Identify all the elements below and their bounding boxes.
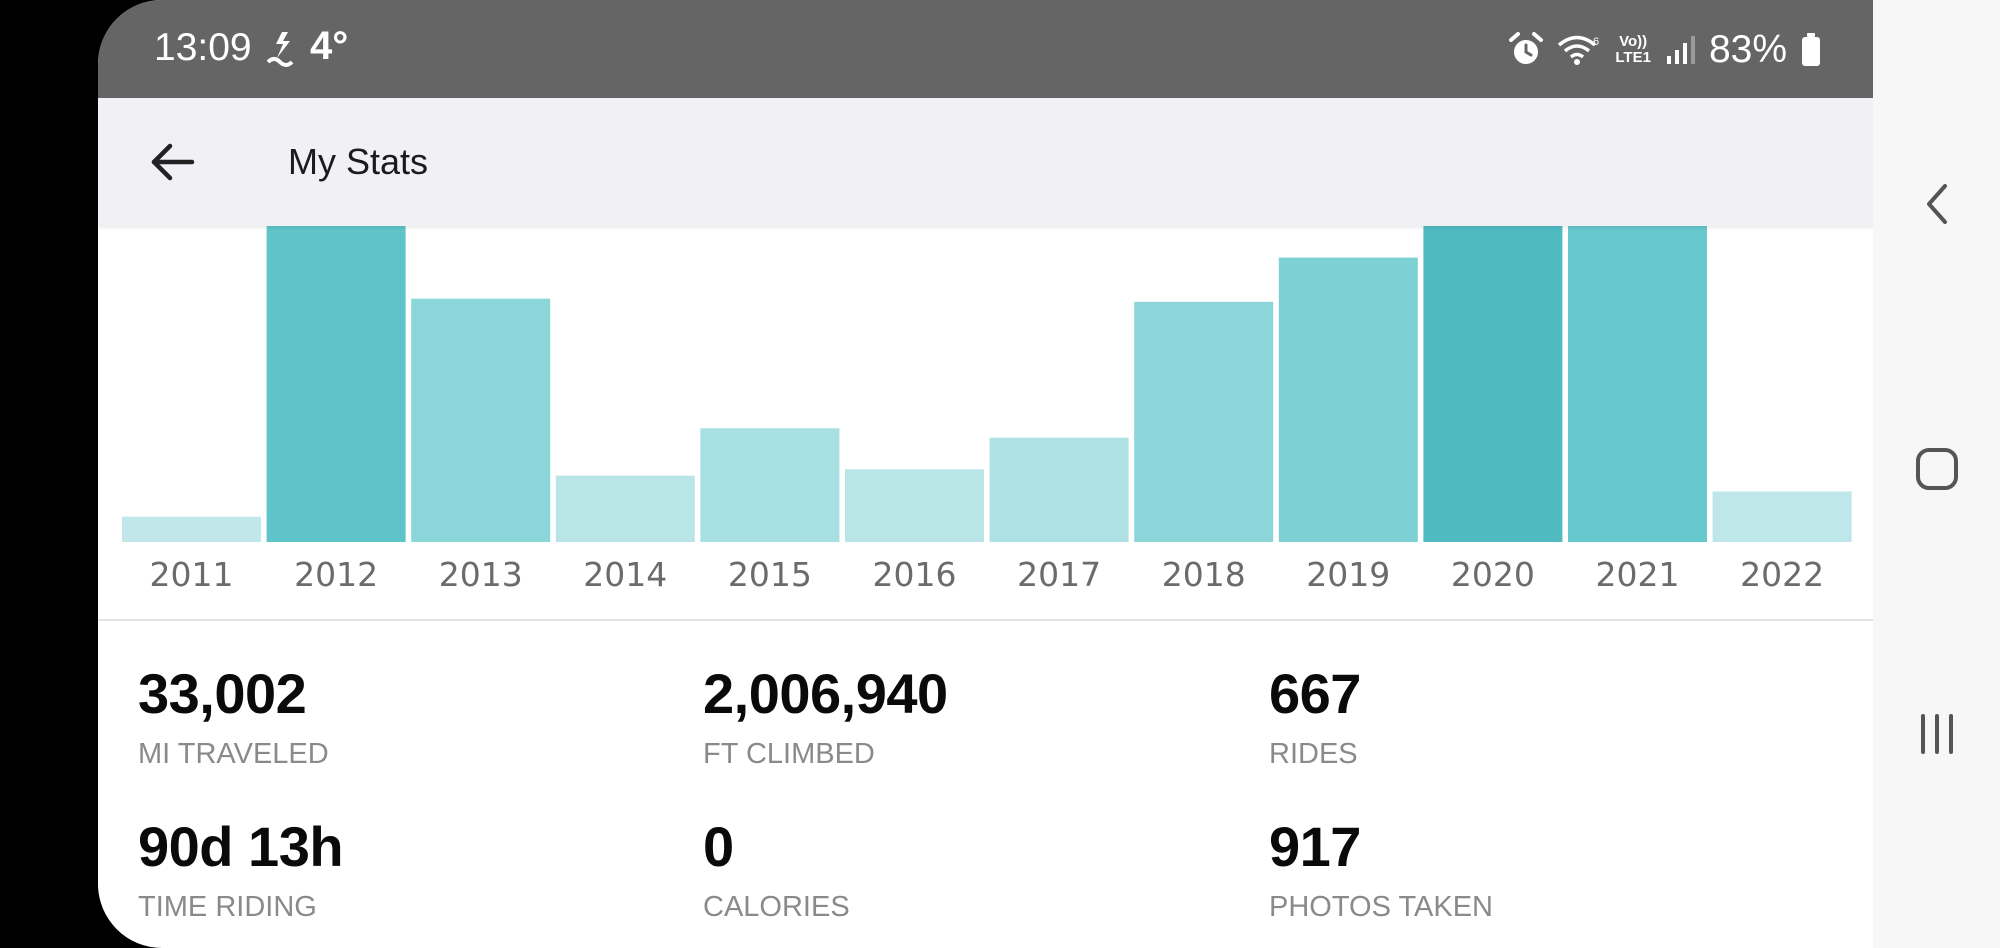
divider — [98, 619, 1873, 621]
status-temperature: 4° — [310, 24, 349, 68]
status-icons: 6 Vo)) LTE1 83% — [1509, 24, 1821, 76]
stat-photos-taken: 917 PHOTOS TAKEN — [1269, 815, 1493, 924]
x-tick-label: 2018 — [1162, 555, 1246, 594]
x-tick-label: 2017 — [1017, 555, 1101, 594]
arrow-left-icon — [151, 143, 195, 181]
back-button[interactable] — [142, 132, 202, 192]
home-square-icon — [1916, 448, 1958, 490]
stat-mi-traveled: 33,002 MI TRAVELED — [138, 662, 329, 771]
x-tick-label: 2012 — [294, 555, 378, 594]
bar-2022[interactable] — [1712, 491, 1852, 542]
app-screen: 13:09 4° 6 Vo)) LTE1 — [98, 0, 1873, 948]
x-tick-label: 2022 — [1740, 555, 1824, 594]
x-tick-label: 2015 — [728, 555, 812, 594]
stat-value: 33,002 — [138, 662, 307, 725]
bar-2014[interactable] — [555, 475, 695, 542]
volte-line-1: Vo)) — [1619, 33, 1648, 50]
volte-icon: Vo)) LTE1 — [1615, 34, 1651, 66]
bar-2021[interactable] — [1568, 226, 1707, 542]
x-tick-label: 2011 — [150, 555, 234, 594]
bar-2020[interactable] — [1423, 226, 1563, 542]
stat-value: 2,006,940 — [703, 662, 948, 725]
stat-value: 0 — [703, 815, 734, 878]
x-tick-label: 2021 — [1596, 555, 1680, 594]
chevron-left-icon — [1927, 184, 1947, 224]
status-time: 13:09 — [154, 26, 252, 69]
svg-text:6: 6 — [1593, 36, 1599, 48]
bar-2018[interactable] — [1134, 301, 1274, 542]
wifi-icon: 6 — [1558, 35, 1600, 65]
volte-line-2: LTE1 — [1615, 49, 1651, 66]
stat-value: 917 — [1269, 815, 1361, 878]
x-tick-label: 2019 — [1306, 555, 1390, 594]
stat-label: TIME RIDING — [138, 891, 317, 923]
battery-icon — [1802, 33, 1820, 66]
battery-percent: 83% — [1708, 28, 1787, 71]
app-bar: My Stats — [98, 98, 1873, 226]
x-tick-label: 2020 — [1451, 555, 1535, 594]
nav-home-button[interactable] — [1899, 431, 1975, 507]
bar-2013[interactable] — [411, 298, 551, 542]
x-tick-label: 2014 — [583, 555, 667, 594]
stat-value: 667 — [1269, 662, 1361, 725]
stat-label: RIDES — [1269, 738, 1358, 770]
yearly-bar-chart: 2011 2012 2013 2014 2015 2016 2017 2018 2019 2020… — [98, 226, 1873, 620]
stat-rides: 667 RIDES — [1269, 662, 1361, 771]
bar-2012[interactable] — [266, 226, 406, 542]
system-nav-bar — [1873, 0, 2000, 948]
stat-calories: 0 CALORIES — [703, 815, 850, 924]
recents-icon — [1921, 714, 1953, 754]
bar-2017[interactable] — [989, 437, 1129, 542]
stat-label: CALORIES — [703, 891, 850, 923]
status-bar: 13:09 4° 6 Vo)) LTE1 — [98, 0, 1873, 98]
weather-icon — [266, 32, 294, 67]
stat-time-riding: 90d 13h TIME RIDING — [138, 815, 344, 924]
signal-icon — [1666, 36, 1695, 64]
chart-svg: 2011 2012 2013 2014 2015 2016 2017 2018 2019 2020… — [122, 226, 1852, 594]
x-tick-label: 2013 — [439, 555, 523, 594]
stat-label: FT CLIMBED — [703, 738, 875, 770]
page-title: My Stats — [288, 141, 429, 182]
stat-label: PHOTOS TAKEN — [1269, 891, 1493, 923]
nav-back-button[interactable] — [1899, 166, 1975, 242]
alarm-icon — [1509, 32, 1544, 64]
bar-2019[interactable] — [1278, 257, 1418, 542]
bar-2015[interactable] — [700, 428, 840, 542]
stat-ft-climbed: 2,006,940 FT CLIMBED — [703, 662, 948, 771]
x-tick-label: 2016 — [873, 555, 957, 594]
stat-label: MI TRAVELED — [138, 738, 329, 770]
stat-value: 90d 13h — [138, 815, 344, 878]
bar-2016[interactable] — [845, 469, 984, 542]
bar-2011[interactable] — [122, 516, 261, 542]
nav-recents-button[interactable] — [1899, 696, 1975, 772]
